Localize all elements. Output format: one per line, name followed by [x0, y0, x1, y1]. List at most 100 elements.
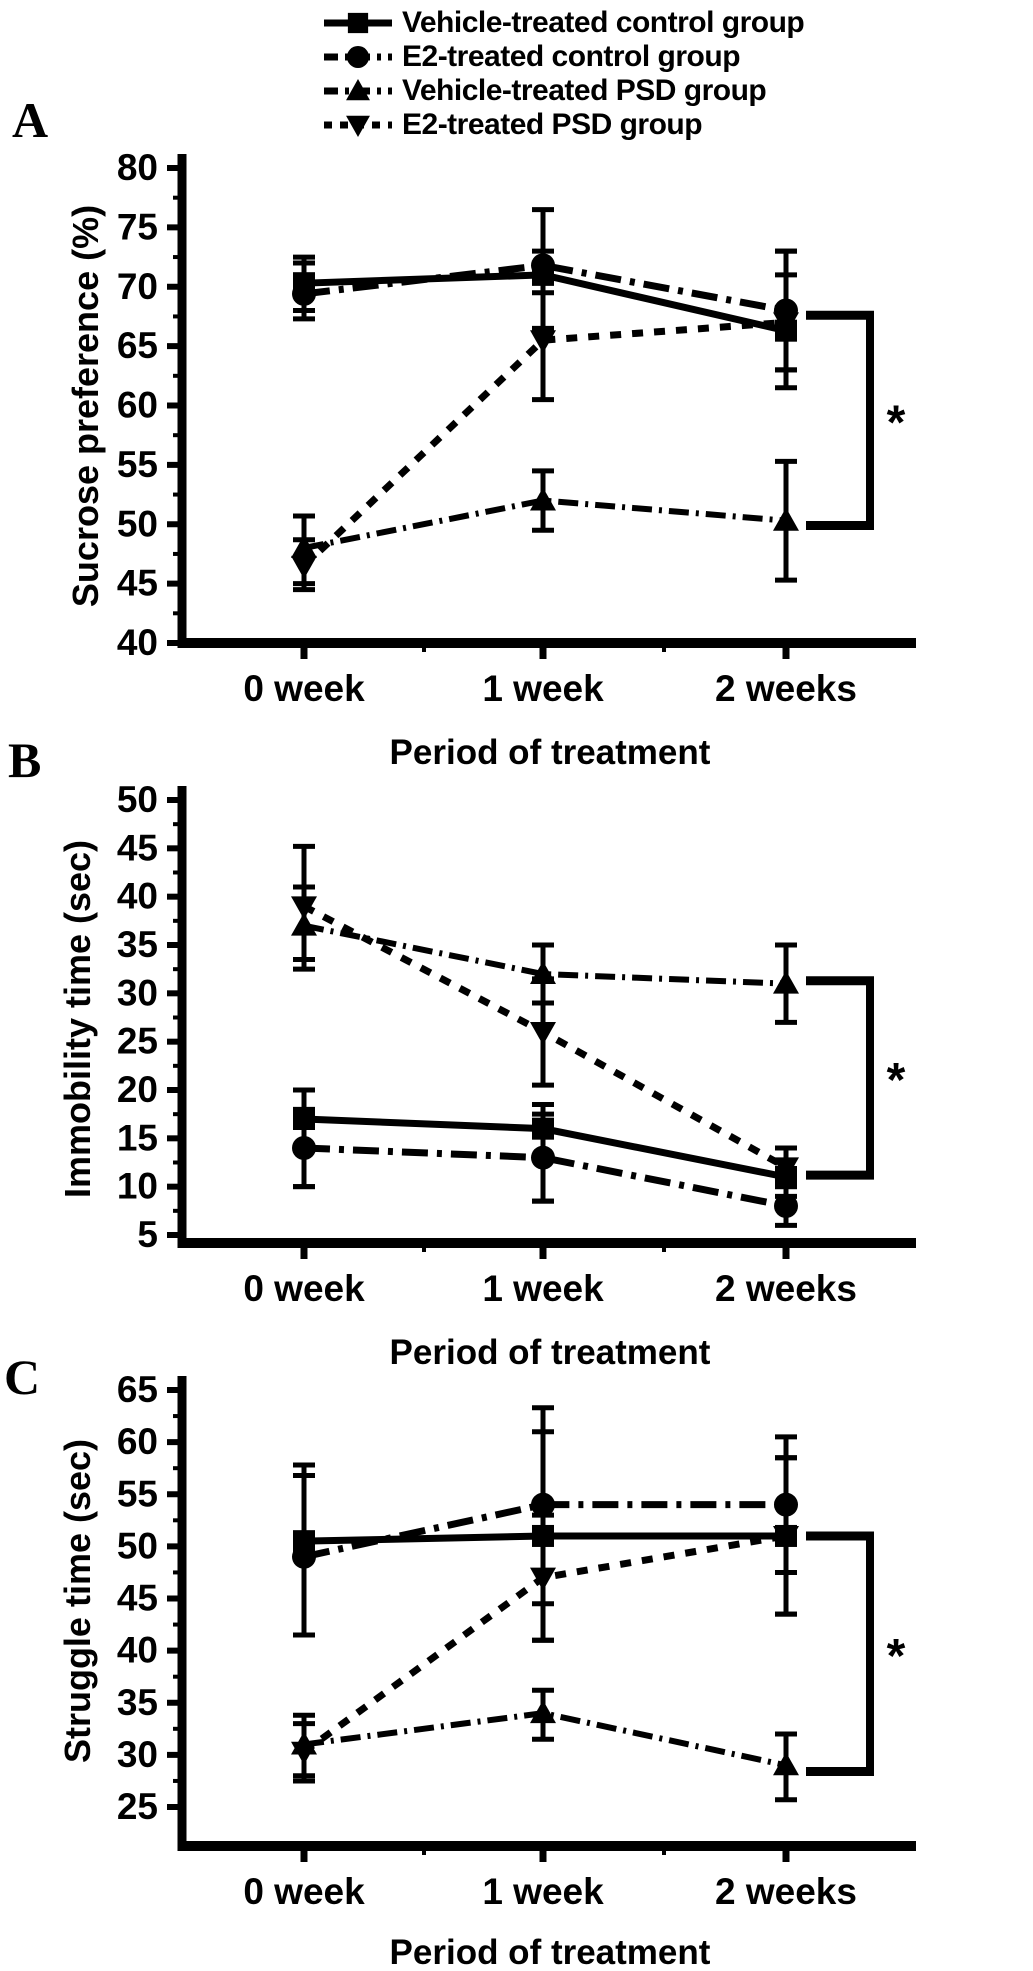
- series-vehicle-treated-psd-group: [291, 458, 799, 587]
- y-tick-label: 40: [117, 622, 158, 663]
- triangle-up-marker: [773, 970, 799, 994]
- legend-marker-sample: [346, 115, 370, 137]
- y-tick-label: 45: [117, 827, 158, 868]
- panel-b-chart: 50 45 40 35 30 25 20 15 10 5 0 week 1 week 2 weeks *: [117, 779, 916, 1309]
- square-marker: [532, 1524, 554, 1547]
- x-axis-title-panel-c: Period of treatment: [389, 1933, 711, 1971]
- x-axis-ticks: 0 week 1 week 2 weeks: [243, 1243, 857, 1309]
- legend: Vehicle-treated control group E2-treated…: [322, 6, 805, 142]
- series-vehicle-treated-psd-group: [291, 1687, 799, 1803]
- x-tick-label: 2 weeks: [715, 1268, 857, 1309]
- y-tick-label: 55: [117, 1473, 158, 1514]
- y-tick-label: 10: [117, 1166, 158, 1207]
- triangle-up-marker: [291, 1731, 317, 1755]
- square-solid-line-icon: [324, 12, 392, 34]
- triangle-up-marker: [530, 487, 556, 511]
- panel-label-a: A: [12, 92, 49, 148]
- square-marker: [775, 319, 797, 342]
- legend-label: Vehicle-treated control group: [402, 6, 805, 39]
- x-tick-label: 0 week: [243, 1871, 365, 1912]
- y-tick-label: 65: [117, 325, 158, 366]
- panel-c-chart: 65 60 55 50 45 40 35 30 25 0 week 1 week 2 weeks *: [117, 1369, 916, 1912]
- y-tick-label: 60: [117, 1421, 158, 1462]
- series-line: [301, 318, 787, 569]
- y-tick-label: 25: [117, 1786, 158, 1827]
- legend-item-vehicle-control: Vehicle-treated control group: [322, 6, 805, 40]
- series-vehicle-treated-control-group: [293, 248, 797, 391]
- legend-label: E2-treated control group: [402, 40, 741, 73]
- legend-item-e2-control: E2-treated control group: [322, 40, 804, 74]
- series-line: [303, 497, 787, 551]
- circle-marker: [346, 45, 370, 69]
- significance-asterisk: *: [887, 1054, 906, 1107]
- y-axis-ticks: 80 75 70 65 60 55 50 45 40: [117, 147, 182, 663]
- x-tick-label: 1 week: [482, 1871, 604, 1912]
- y-tick-label: 50: [117, 503, 158, 544]
- triangle-up-marker: [346, 79, 370, 101]
- axes: [177, 1376, 916, 1851]
- circle-dashdot-line-icon: [324, 45, 392, 69]
- significance-bracket: *: [806, 310, 906, 530]
- triangle-up-marker: [773, 1752, 799, 1776]
- square-marker: [532, 1117, 554, 1140]
- y-tick-label: 75: [117, 206, 158, 247]
- y-tick-label: 30: [117, 1734, 158, 1775]
- triangle-down-marker: [346, 115, 370, 137]
- square-marker: [347, 12, 369, 34]
- error-bars: [293, 458, 797, 587]
- series-markers: [291, 487, 799, 558]
- y-tick-label: 45: [117, 563, 158, 604]
- y-tick-label: 55: [117, 444, 158, 485]
- x-tick-label: 0 week: [243, 668, 365, 709]
- square-marker: [293, 1530, 315, 1553]
- y-tick-label: 5: [137, 1214, 158, 1255]
- legend-marker-sample: [346, 79, 370, 101]
- series-line: [303, 261, 787, 314]
- axes: [177, 786, 916, 1248]
- y-axis-ticks: 50 45 40 35 30 25 20 15 10 5: [117, 779, 182, 1255]
- triangle-up-dash-line-icon: [324, 79, 392, 101]
- circle-marker: [774, 1194, 798, 1218]
- series-vehicle-treated-psd-group: [291, 884, 799, 1025]
- legend-item-e2-psd: E2-treated PSD group: [322, 108, 804, 142]
- panel-label-b: B: [8, 732, 42, 788]
- series-markers: [293, 1524, 797, 1553]
- series-line: [303, 1144, 787, 1210]
- square-marker: [293, 272, 315, 295]
- series-line: [303, 1501, 786, 1561]
- x-axis-ticks: 0 week 1 week 2 weeks: [243, 643, 857, 709]
- x-tick-label: 2 weeks: [715, 668, 857, 709]
- triangle-down-marker: [530, 330, 556, 354]
- series-vehicle-treated-control-group: [293, 1429, 797, 1643]
- x-axis-title-panel-a: Period of treatment: [389, 733, 711, 772]
- series-vehicle-treated-control-group: [293, 1087, 797, 1204]
- y-tick-label: 70: [117, 266, 158, 307]
- legend-marker-sample: [346, 45, 370, 69]
- significance-bracket: *: [806, 976, 906, 1180]
- y-tick-label: 80: [117, 147, 158, 188]
- y-tick-label: 50: [117, 1525, 158, 1566]
- significance-asterisk: *: [887, 396, 906, 449]
- x-axis-title-panel-b: Period of treatment: [389, 1333, 711, 1372]
- legend-label: E2-treated PSD group: [402, 108, 703, 141]
- triangle-up-marker: [530, 961, 556, 984]
- triangle-up-marker: [291, 912, 317, 936]
- y-tick-label: 60: [117, 385, 158, 426]
- y-tick-label: 20: [117, 1069, 158, 1110]
- significance-bracket: *: [806, 1531, 906, 1777]
- triangle-up-marker: [291, 535, 317, 558]
- triangle-down-dotted-line-icon: [324, 115, 392, 137]
- y-axis-ticks: 65 60 55 50 45 40 35 30 25: [117, 1369, 182, 1827]
- y-tick-label: 30: [117, 972, 158, 1013]
- panel-a-chart: 80 75 70 65 60 55 50 45 40 0 week 1 week 2 weeks *: [117, 147, 916, 709]
- series-markers: [291, 1700, 799, 1776]
- square-marker: [775, 1166, 797, 1188]
- triangle-up-marker: [530, 1700, 556, 1724]
- x-axis-ticks: 0 week 1 week 2 weeks: [243, 1846, 857, 1912]
- y-tick-label: 25: [117, 1021, 158, 1062]
- y-tick-label: 45: [117, 1578, 158, 1619]
- y-tick-label: 15: [117, 1117, 158, 1158]
- y-tick-label: 65: [117, 1369, 158, 1410]
- y-tick-label: 35: [117, 1682, 158, 1723]
